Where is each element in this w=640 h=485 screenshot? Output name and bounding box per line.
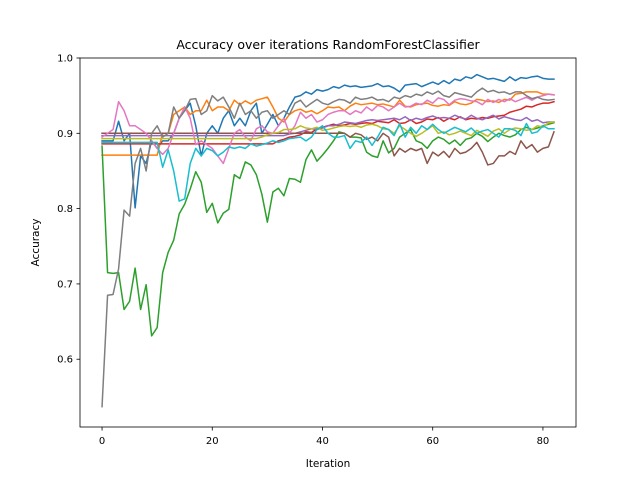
y-axis-label: Accuracy	[30, 219, 42, 267]
series-line-8	[101, 87, 555, 408]
series-line-7	[100, 93, 555, 165]
series-line-10	[101, 122, 555, 202]
x-tick-label: 40	[316, 436, 329, 447]
series-group	[100, 73, 555, 408]
x-tick-label: 20	[206, 436, 219, 447]
plot-area: 0 20 40 60 80 0.6 0.7 0.8 0.9 1.0	[57, 54, 577, 447]
series-line-9	[101, 121, 555, 140]
series-line-2	[101, 91, 555, 156]
x-axis-label: Iteration	[306, 458, 351, 470]
y-tick-label: 0.9	[57, 129, 73, 140]
y-tick-label: 0.8	[57, 204, 73, 215]
x-axis: 0 20 40 60 80	[99, 427, 549, 447]
series-line-5	[101, 114, 555, 137]
y-tick-label: 0.7	[57, 279, 73, 290]
y-tick-label: 1.0	[57, 54, 73, 65]
x-tick-label: 0	[99, 436, 105, 447]
y-axis: 0.6 0.7 0.8 0.9 1.0	[57, 54, 80, 366]
x-tick-label: 80	[537, 436, 550, 447]
chart-title: Accuracy over iterations RandomForestCla…	[176, 37, 480, 52]
x-tick-label: 60	[426, 436, 439, 447]
axes-frame	[79, 57, 577, 428]
series-line-3	[101, 121, 555, 337]
y-tick-label: 0.6	[57, 355, 73, 366]
